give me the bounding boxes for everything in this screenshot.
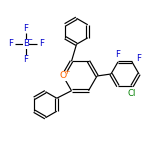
- Text: Cl: Cl: [128, 89, 136, 98]
- Text: F: F: [24, 24, 29, 33]
- Text: F: F: [8, 40, 13, 48]
- Text: F: F: [136, 54, 142, 63]
- Text: F: F: [116, 50, 121, 59]
- Text: O: O: [59, 71, 67, 81]
- Text: F: F: [24, 55, 29, 64]
- Text: −: −: [26, 37, 33, 43]
- Text: B: B: [23, 40, 29, 48]
- Text: +: +: [64, 69, 70, 75]
- Text: F: F: [39, 40, 44, 48]
